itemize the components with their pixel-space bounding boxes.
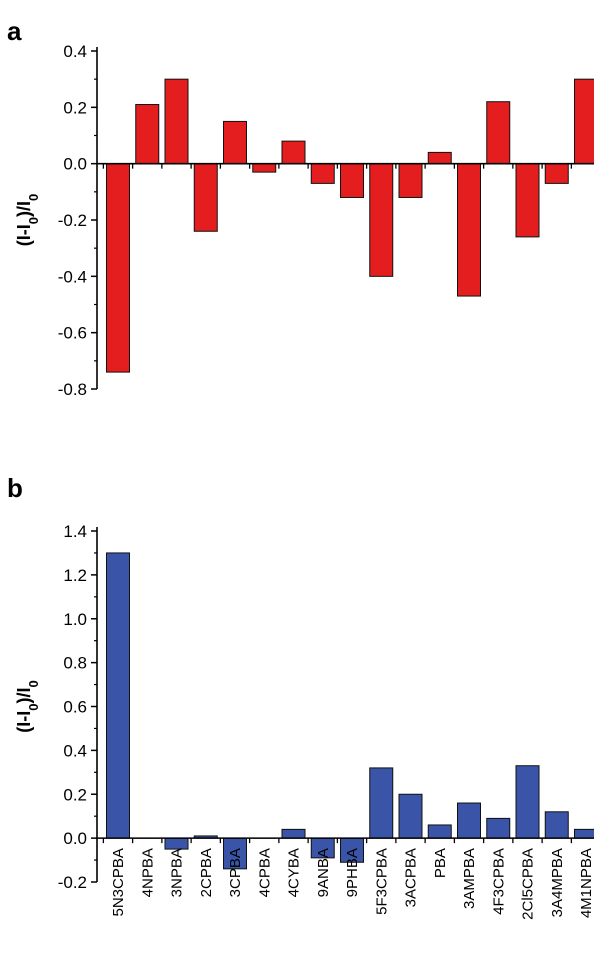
- bar: [574, 78, 594, 165]
- bar: [515, 765, 540, 839]
- y-tick-label: 0.0: [63, 155, 87, 174]
- bar: [369, 767, 394, 839]
- x-category-label: 9PHBA: [344, 848, 361, 897]
- y-tick-label: 1.4: [63, 522, 87, 541]
- x-category-label: 4M1NPBA: [578, 848, 594, 918]
- x-category-label: 5F3CPBA: [373, 848, 390, 915]
- x-category-label: 4NPBA: [139, 848, 156, 897]
- y-tick-label: 0.2: [63, 785, 87, 804]
- x-category-label: 3ACPBA: [403, 848, 420, 907]
- y-tick-label: -0.6: [58, 324, 87, 343]
- y-tick-label: 0.8: [63, 654, 87, 673]
- bar: [427, 151, 452, 165]
- x-category-label: 3NPBA: [169, 848, 186, 897]
- y-tick-label: 0.4: [63, 741, 87, 760]
- y-tick-label: 0.4: [63, 42, 87, 61]
- panel-letter: b: [7, 473, 23, 503]
- y-tick-label: 0.2: [63, 98, 87, 117]
- y-tick-label: 1.0: [63, 610, 87, 629]
- panel-a: a -0.8 -0.6 -0.4 -0.2 0.0 0.2 0.4 (I-I0)/I0: [7, 16, 594, 399]
- bar: [369, 163, 394, 277]
- bar: [281, 140, 306, 165]
- bar: [574, 828, 594, 839]
- x-category-label: 3A4MPBA: [549, 848, 566, 917]
- x-category-label: 2Cl5CPBA: [520, 848, 537, 920]
- y-tick-label: 0.6: [63, 698, 87, 717]
- y-tick-label: -0.2: [58, 211, 87, 230]
- bar: [544, 811, 569, 839]
- y-tick-label: 0.0: [63, 829, 87, 848]
- bar: [223, 120, 247, 165]
- bar: [164, 78, 189, 165]
- x-category-label: PBA: [432, 848, 449, 878]
- bar: [515, 163, 540, 238]
- y-tick-label: -0.8: [58, 380, 87, 399]
- bar: [544, 163, 569, 184]
- bar: [457, 163, 481, 297]
- bar: [106, 552, 130, 839]
- x-category-label: 4CPBA: [256, 848, 273, 897]
- bar: [281, 828, 306, 839]
- y-axis-label: (I-I0)/I0: [14, 680, 41, 732]
- x-category-label: 5N3CPBA: [110, 848, 127, 916]
- bar: [106, 163, 130, 373]
- x-category-label: 4CYBA: [286, 848, 303, 897]
- x-category-label: 3AMPBA: [461, 848, 478, 909]
- bar: [252, 163, 277, 173]
- bar: [310, 163, 335, 184]
- y-tick-label: 1.2: [63, 566, 87, 585]
- x-category-label: 2CPBA: [198, 848, 215, 897]
- y-axis-label: (I-I0)/I0: [14, 194, 41, 246]
- bar: [164, 837, 189, 850]
- x-category-label: 4F3CPBA: [490, 848, 507, 915]
- bar: [457, 802, 481, 839]
- y-tick-label: -0.4: [58, 267, 87, 286]
- bar: [193, 163, 218, 232]
- bar: [398, 163, 423, 198]
- panel-b: b -0.2 0.0 0.2 0.4 0.6 0.8 1.0 1.2 1.4 (I-I0)/I0 5N…: [7, 473, 594, 920]
- bar: [340, 163, 364, 198]
- bar: [135, 104, 160, 165]
- bar: [486, 817, 511, 839]
- bar: [427, 824, 452, 839]
- bar: [398, 793, 423, 839]
- x-category-label: 3CPBA: [227, 848, 244, 897]
- x-category-label: 9ANBA: [315, 848, 332, 897]
- y-tick-label: -0.2: [58, 873, 87, 892]
- bar: [486, 101, 511, 165]
- panel-letter: a: [7, 16, 22, 46]
